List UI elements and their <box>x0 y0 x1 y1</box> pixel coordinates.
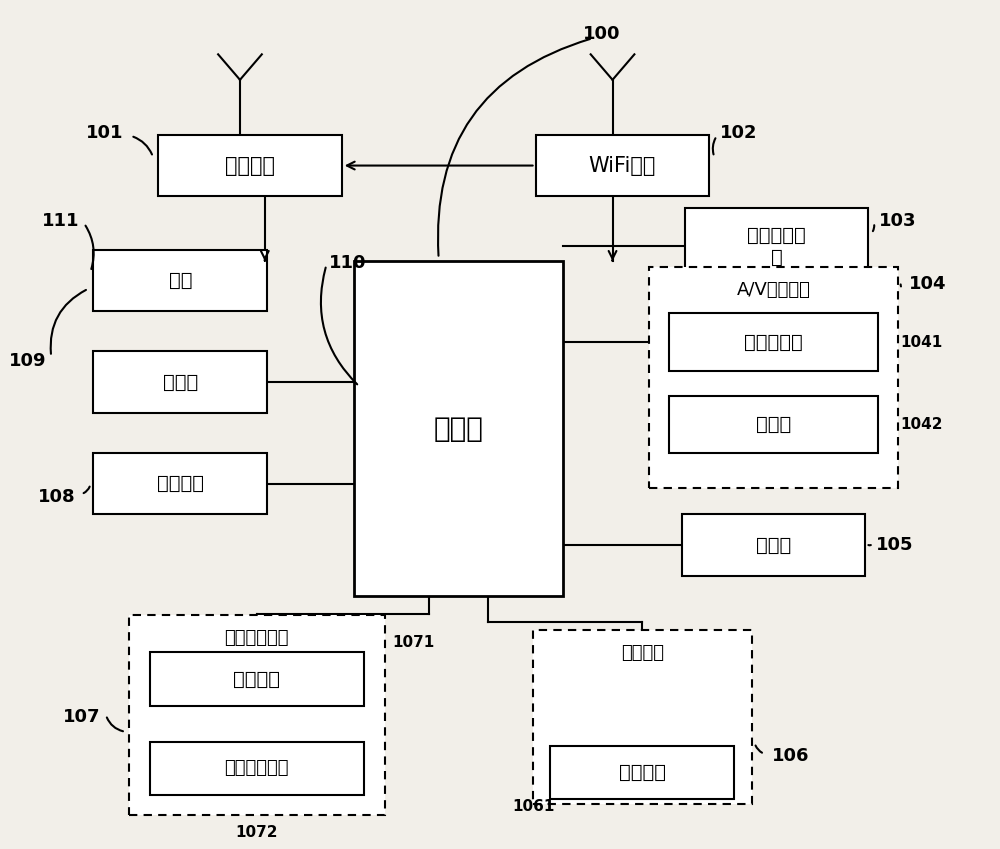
Text: 108: 108 <box>38 487 76 506</box>
Text: 图形处理器: 图形处理器 <box>744 333 803 351</box>
Text: WiFi模块: WiFi模块 <box>589 155 656 176</box>
Bar <box>685 208 868 284</box>
Bar <box>129 616 385 815</box>
Text: 电源: 电源 <box>169 271 192 290</box>
Text: 触控面板: 触控面板 <box>233 670 280 689</box>
Bar <box>93 453 267 514</box>
Text: 音频输出单
元: 音频输出单 元 <box>747 226 806 267</box>
Text: 102: 102 <box>720 124 757 143</box>
Text: 其他输入设备: 其他输入设备 <box>225 759 289 778</box>
Bar <box>150 742 364 795</box>
Text: 1072: 1072 <box>236 824 278 840</box>
Text: 1041: 1041 <box>901 335 943 350</box>
Text: 107: 107 <box>63 708 101 727</box>
Text: 106: 106 <box>771 746 809 765</box>
Text: 101: 101 <box>86 124 124 143</box>
Text: 110: 110 <box>329 254 367 273</box>
Bar <box>93 351 267 413</box>
Bar <box>533 630 752 805</box>
Bar <box>354 261 563 596</box>
Text: 显示单元: 显示单元 <box>621 644 664 662</box>
Text: 处理器: 处理器 <box>434 415 483 442</box>
Bar <box>158 135 342 196</box>
Text: 111: 111 <box>42 211 79 230</box>
Text: 存储器: 存储器 <box>163 373 198 391</box>
Text: 射频单元: 射频单元 <box>225 155 275 176</box>
Bar <box>550 746 734 800</box>
Bar <box>669 313 878 371</box>
Text: 109: 109 <box>9 351 46 370</box>
Bar <box>150 652 364 706</box>
Text: 1061: 1061 <box>512 799 554 814</box>
Text: 显示面板: 显示面板 <box>619 763 666 782</box>
Text: 100: 100 <box>583 25 620 43</box>
Bar <box>682 514 865 576</box>
Bar <box>536 135 709 196</box>
Text: 103: 103 <box>879 211 916 230</box>
Text: 用户输入单元: 用户输入单元 <box>225 628 289 647</box>
Text: A/V输入单元: A/V输入单元 <box>737 281 810 299</box>
Text: 接口单元: 接口单元 <box>157 475 204 493</box>
Text: 104: 104 <box>909 275 946 294</box>
Text: 1071: 1071 <box>392 635 434 650</box>
Text: 105: 105 <box>876 536 913 554</box>
Text: 传感器: 传感器 <box>756 536 791 554</box>
Text: 1042: 1042 <box>901 417 943 432</box>
Text: 麦克风: 麦克风 <box>756 415 791 434</box>
Bar <box>93 250 267 311</box>
Bar <box>649 267 898 488</box>
Bar <box>669 396 878 453</box>
